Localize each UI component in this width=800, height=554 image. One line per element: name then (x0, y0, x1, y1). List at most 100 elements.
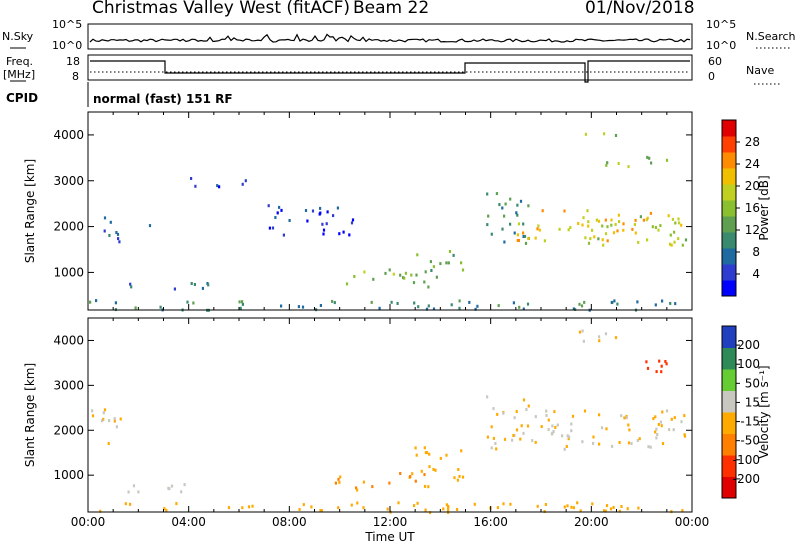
radar-title: Christmas Valley West (fitACF) (92, 0, 351, 18)
colorbar-swatch (722, 248, 736, 265)
data-cell (370, 300, 373, 304)
data-cell (561, 434, 564, 438)
data-cell (267, 204, 270, 208)
data-cell (89, 300, 92, 304)
data-cell (604, 509, 607, 513)
data-cell (581, 223, 584, 227)
x-tick-label: 00:00 (71, 515, 106, 529)
data-cell (427, 304, 430, 308)
colorbar-swatch (722, 476, 736, 499)
data-cell (582, 216, 585, 220)
data-cell (193, 283, 196, 286)
data-cell (302, 503, 305, 507)
data-cell (637, 240, 640, 244)
data-cell (612, 231, 616, 235)
data-cell (654, 303, 657, 307)
data-cell (495, 192, 498, 196)
data-cell (319, 509, 322, 512)
data-cell (655, 370, 658, 374)
data-region (411, 446, 465, 482)
colorbar-tick-label: -50 (740, 434, 760, 448)
data-cell (416, 501, 419, 505)
data-cell (247, 505, 251, 509)
data-cell (646, 366, 650, 370)
data-cell (522, 231, 525, 235)
data-cell (428, 465, 431, 469)
data-cell (473, 502, 476, 506)
data-cell (390, 300, 393, 304)
colorbar-swatch (722, 232, 736, 249)
data-cell (109, 220, 112, 224)
data-cell (372, 277, 375, 281)
data-cell (638, 437, 641, 441)
data-cell (513, 416, 516, 420)
data-cell (304, 209, 308, 212)
data-cell (606, 239, 609, 243)
data-cell (108, 234, 111, 237)
data-cell (194, 184, 197, 188)
data-cell (566, 434, 569, 438)
data-cell (502, 411, 505, 415)
nsky-tick-high: 10^5 (52, 18, 82, 31)
data-cell (531, 439, 534, 443)
data-cell (627, 441, 631, 445)
data-cell (545, 409, 548, 413)
data-cell (427, 285, 430, 289)
data-cell (167, 486, 170, 490)
data-cell (320, 509, 323, 513)
data-cell (522, 398, 526, 402)
data-cell (424, 508, 427, 512)
data-cell (645, 360, 648, 364)
data-cell (516, 203, 519, 207)
data-cell (673, 240, 676, 244)
data-cell (517, 239, 520, 242)
data-cell (439, 456, 442, 460)
data-cell (517, 222, 520, 226)
data-cell (649, 445, 652, 449)
data-cell (566, 504, 569, 508)
data-cell (409, 475, 412, 478)
data-region (578, 329, 618, 343)
data-cell (410, 273, 413, 277)
data-cell (605, 504, 609, 508)
data-cell (113, 417, 116, 421)
colorbar-tick-label: -15 (740, 415, 760, 429)
data-cell (288, 219, 291, 222)
colorbar-tick-label: 8 (752, 245, 760, 259)
data-cell (650, 161, 653, 165)
data-cell (492, 436, 495, 440)
data-cell (677, 237, 680, 241)
data-cell (113, 419, 116, 423)
data-region (486, 395, 530, 451)
data-cell (667, 214, 670, 218)
data-cell (175, 502, 178, 506)
data-cell (388, 268, 391, 272)
data-cell (353, 275, 356, 278)
data-cell (617, 213, 620, 217)
data-cell (448, 250, 452, 253)
data-cell (527, 404, 530, 408)
data-cell (518, 305, 521, 309)
colorbar-swatch (722, 390, 736, 413)
data-cell (678, 221, 681, 225)
data-cell (432, 467, 435, 471)
data-cell (413, 301, 416, 305)
data-cell (399, 273, 402, 277)
data-cell (605, 163, 608, 167)
data-cell (274, 216, 277, 219)
data-cell (567, 228, 570, 232)
data-cell (190, 282, 193, 285)
data-cell (631, 227, 634, 231)
data-cell (669, 242, 672, 246)
data-cell (636, 300, 639, 304)
data-cell (339, 475, 342, 479)
nsky-label: N.Sky (2, 30, 34, 43)
data-cell (278, 205, 281, 209)
data-region (89, 299, 677, 312)
data-cell (664, 360, 667, 363)
data-cell (665, 158, 669, 162)
data-cell (297, 305, 300, 309)
data-cell (670, 417, 673, 421)
data-cell (578, 302, 581, 306)
data-cell (563, 209, 566, 213)
